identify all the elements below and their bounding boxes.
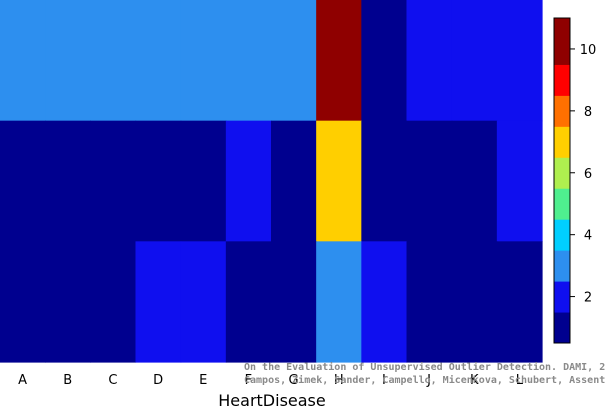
heatmap-cell	[451, 120, 498, 242]
heatmap-cell	[90, 0, 137, 122]
x-tick-label: K	[470, 373, 479, 388]
colorbar-swatch	[554, 157, 570, 189]
x-tick-label: F	[245, 373, 252, 388]
heatmap-cell	[361, 241, 408, 363]
heatmap-cell	[271, 120, 317, 242]
x-tick-label: I	[382, 373, 386, 388]
x-axis-title: HeartDisease	[218, 391, 325, 410]
heatmap-cell	[271, 241, 317, 363]
colorbar-swatch	[554, 64, 570, 96]
x-tick-label: C	[108, 373, 117, 388]
heatmap-cell	[406, 241, 453, 363]
colorbar	[553, 17, 571, 344]
colorbar-swatch	[554, 188, 570, 220]
heatmap-cell	[406, 0, 453, 122]
x-tick-label: E	[199, 373, 207, 388]
heatmap-cell	[451, 0, 498, 122]
heatmap-cell	[451, 241, 498, 363]
heatmap-cell	[225, 120, 272, 242]
heatmap-cell	[90, 241, 137, 363]
colorbar-tick-label: 10	[580, 43, 597, 58]
heatmap-cell	[406, 120, 453, 242]
heatmap-cell	[45, 0, 91, 122]
heatmap-cell	[135, 120, 182, 242]
colorbar-swatch	[554, 126, 570, 158]
heatmap-cell	[0, 241, 46, 363]
colorbar-swatch	[554, 95, 570, 127]
heatmap-cell	[45, 241, 91, 363]
heatmap-cell	[225, 0, 272, 122]
heatmap-cell	[0, 120, 46, 242]
heatmap-cell	[180, 0, 227, 122]
x-axis-ticks: A B C D E F G H I J K L	[18, 373, 524, 388]
x-tick-label: A	[18, 373, 27, 388]
x-tick-label: B	[63, 373, 72, 388]
heatmap-cell	[225, 241, 272, 363]
x-tick-label: D	[153, 373, 163, 388]
x-tick-label: J	[426, 373, 431, 388]
heatmap-cell	[496, 241, 543, 363]
heatmap-cell	[496, 120, 543, 242]
heatmap-cell	[316, 0, 362, 122]
x-tick-label: H	[334, 373, 344, 388]
x-tick-label: L	[516, 373, 524, 388]
colorbar-swatch	[554, 281, 570, 313]
watermark-line-2: Campos, Zimek, Sander, Campello, Micenko…	[244, 374, 605, 386]
colorbar-swatch	[554, 219, 570, 251]
heatmap-cells	[0, 0, 543, 363]
heatmap-cell	[45, 120, 91, 242]
heatmap-cell	[135, 241, 182, 363]
colorbar-swatch	[554, 250, 570, 282]
colorbar-tick-label: 4	[584, 229, 592, 244]
colorbar-tick-label: 6	[584, 167, 592, 182]
heatmap-cell	[316, 120, 362, 242]
heatmap-cell	[316, 241, 362, 363]
colorbar-swatch	[554, 312, 570, 344]
colorbar-swatch	[554, 18, 570, 65]
heatmap-cell	[496, 0, 543, 122]
x-tick-label: G	[289, 373, 299, 388]
watermark-line-1: On the Evaluation of Unsupervised Outlie…	[244, 361, 605, 373]
heatmap-cell	[271, 0, 317, 122]
colorbar-tick-label: 2	[584, 291, 592, 306]
heatmap-cell	[180, 120, 227, 242]
heatmap-cell	[0, 0, 46, 122]
colorbar-ticks: 2 4 6 8 10	[570, 43, 596, 306]
heatmap-cell	[180, 241, 227, 363]
heatmap-cell	[135, 0, 182, 122]
colorbar-tick-label: 8	[584, 105, 592, 120]
heatmap-cell	[361, 0, 408, 122]
heatmap-cell	[361, 120, 408, 242]
colorbar-frame	[553, 17, 571, 344]
heatmap-cell	[90, 120, 137, 242]
